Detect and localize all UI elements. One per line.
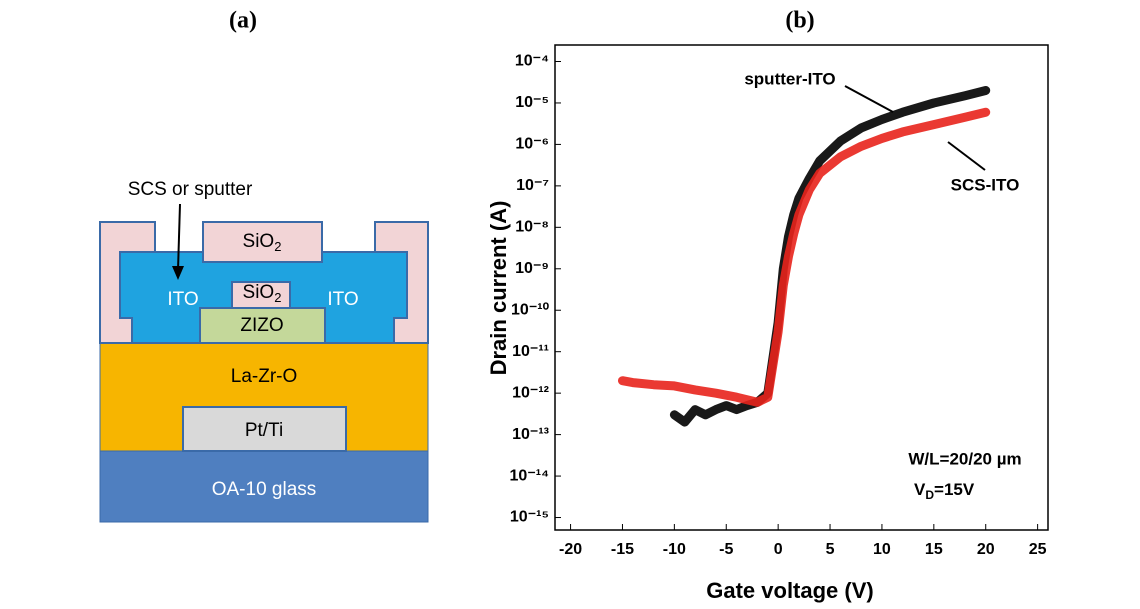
y-tick-label: 10⁻¹⁵	[510, 509, 549, 526]
callout: SCS or sputter	[128, 179, 253, 200]
x-tick-label: -10	[663, 541, 686, 558]
series-line	[623, 112, 986, 402]
y-tick-label: 10⁻⁸	[515, 219, 549, 236]
note: W/L=20/20 µm	[908, 449, 1021, 468]
leader-line	[845, 86, 893, 112]
y-tick-label: 10⁻¹²	[512, 384, 549, 401]
x-tick-label: -5	[719, 541, 733, 558]
note-part: V	[914, 480, 926, 499]
y-axis-label: Drain current (A)	[486, 201, 511, 376]
pt-ti-label: Pt/Ti	[245, 420, 283, 441]
x-tick-label: -15	[611, 541, 634, 558]
zizo-label: ZIZO	[240, 315, 283, 336]
x-tick-label: 20	[977, 541, 995, 558]
note-part: =15V	[934, 480, 975, 499]
panel-label: (a)	[229, 8, 257, 34]
x-tick-label: 15	[925, 541, 943, 558]
series-label: SCS-ITO	[951, 175, 1020, 194]
x-tick-label: 5	[826, 541, 835, 558]
label: SiO	[243, 282, 275, 303]
y-tick-label: 10⁻⁴	[515, 53, 549, 70]
series-line	[674, 91, 985, 423]
series-label: sputter-ITO	[744, 69, 835, 88]
note: VD=15V	[914, 480, 975, 502]
y-tick-label: 10⁻¹¹	[512, 343, 549, 360]
leader-line	[948, 142, 985, 170]
ito-label: ITO	[327, 289, 358, 310]
y-tick-label: 10⁻¹⁴	[510, 467, 550, 484]
x-tick-label: 0	[774, 541, 783, 558]
label: SiO	[243, 231, 275, 252]
y-tick-label: 10⁻⁶	[515, 136, 549, 153]
subscript: 2	[274, 290, 281, 305]
y-tick-label: 10⁻⁹	[515, 260, 549, 277]
x-tick-label: 10	[873, 541, 891, 558]
page: (a) SCS or sputter SiO2 SiO2 ITO ITO ZIZ…	[0, 0, 1140, 609]
glass-label: OA-10 glass	[212, 479, 317, 500]
y-tick-label: 10⁻¹³	[512, 426, 549, 443]
x-tick-label: 25	[1029, 541, 1047, 558]
panel-label: (b)	[785, 8, 814, 34]
subscript: 2	[274, 239, 281, 254]
figure: (a) SCS or sputter SiO2 SiO2 ITO ITO ZIZ…	[0, 0, 1140, 609]
lazro-label: La-Zr-O	[231, 366, 298, 387]
x-axis-label: Gate voltage (V)	[706, 578, 873, 603]
y-tick-label: 10⁻¹⁰	[511, 301, 550, 318]
y-tick-label: 10⁻⁷	[516, 177, 549, 194]
y-tick-label: 10⁻⁵	[515, 94, 549, 111]
note-sub: D	[925, 488, 934, 502]
ito-label: ITO	[167, 289, 198, 310]
x-tick-label: -20	[559, 541, 582, 558]
